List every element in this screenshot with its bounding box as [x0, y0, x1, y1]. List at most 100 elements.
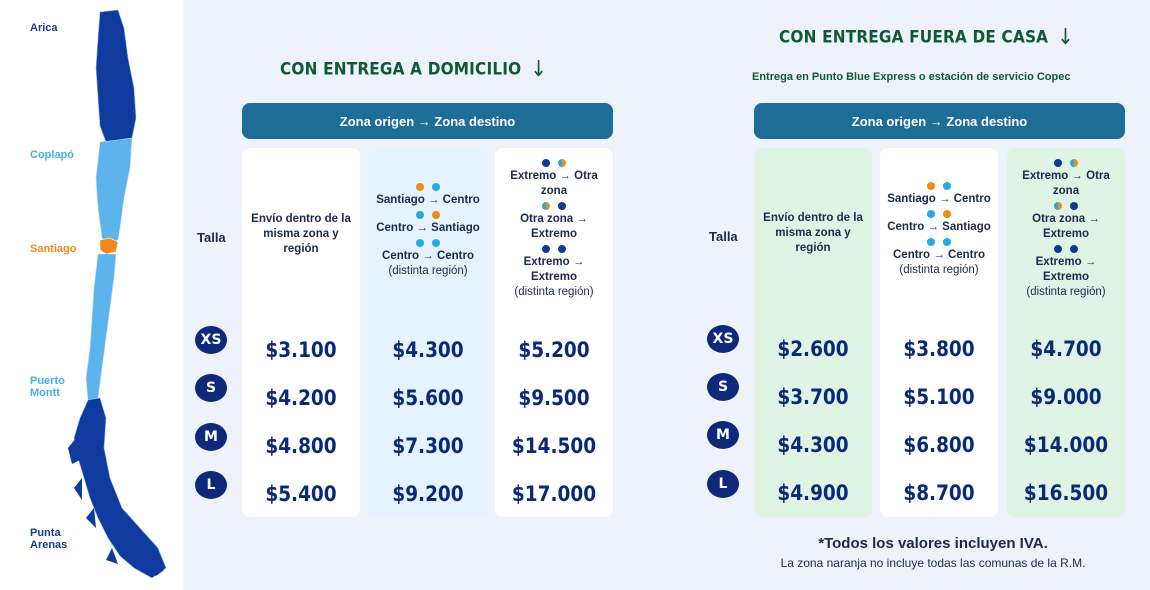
desc-line: Extremo — [1042, 271, 1090, 283]
price-cell: $5.400 — [265, 482, 337, 506]
size-badge-m: M — [707, 421, 739, 449]
orange-zone-dot-icon — [943, 210, 951, 218]
orange-zone-dot-icon — [432, 211, 440, 219]
fuera-title: CON ENTREGA FUERA DE CASA ↓ — [779, 25, 1074, 50]
domicilio-column-santiago-centro: Santiago → Centro Centro → Santiago Cent… — [369, 148, 487, 517]
desc-line: Extremo → Otra — [510, 170, 598, 182]
light-zone-dot-icon — [432, 239, 440, 247]
desc-line: (distinta región) — [899, 264, 979, 276]
price-cell: $5.600 — [392, 386, 464, 410]
size-badge-m: M — [195, 423, 227, 451]
map-label-santiago: Santiago — [30, 243, 77, 255]
column-description: Extremo → Otra zona Otra zona → Extremo … — [1007, 156, 1125, 300]
desc-line: Extremo → Otra — [1022, 170, 1110, 182]
price-cell: $16.500 — [1023, 481, 1109, 505]
map-label-arica: Arica — [30, 22, 58, 34]
column-description: Envío dentro de la misma zona y región — [754, 211, 872, 256]
desc-line: región — [283, 243, 319, 255]
light-zone-dot-icon — [416, 239, 424, 247]
size-badge-s: S — [707, 373, 739, 401]
price-cell: $3.100 — [265, 338, 337, 362]
fuera-column-santiago-centro: Santiago → Centro Centro → Santiago Cent… — [880, 148, 998, 517]
price-cell: $9.000 — [1030, 385, 1102, 409]
price-cell: $7.300 — [392, 434, 464, 458]
column-description: Santiago → Centro Centro → Santiago Cent… — [880, 179, 998, 278]
map-region-center — [95, 137, 133, 245]
desc-line: Centro → Santiago — [887, 221, 991, 233]
fuera-column-same-zone: Envío dentro de la misma zona y región $… — [754, 148, 872, 517]
price-cell: $5.200 — [518, 338, 590, 362]
fuera-zone-header: Zona origen → Zona destino — [754, 103, 1125, 139]
map-region-central-south — [85, 253, 117, 401]
desc-line: Santiago → Centro — [887, 193, 991, 205]
chile-map — [68, 9, 167, 579]
light-zone-dot-icon — [943, 238, 951, 246]
desc-line: Centro → Santiago — [376, 222, 480, 234]
desc-line: Otra zona → — [1032, 213, 1100, 225]
mixed-zone-dot-icon — [542, 202, 550, 210]
size-badge-s: S — [195, 374, 227, 402]
column-description: Extremo → Otra zona Otra zona → Extremo … — [495, 156, 613, 300]
price-cell: $4.800 — [265, 434, 337, 458]
desc-line: región — [795, 242, 831, 254]
footnote-iva: *Todos los valores incluyen IVA. — [818, 535, 1048, 552]
price-cell: $4.200 — [265, 386, 337, 410]
size-badge-l: L — [195, 471, 227, 499]
price-cell: $14.000 — [1023, 433, 1109, 457]
mixed-zone-dot-icon — [558, 159, 566, 167]
size-badge-l: L — [707, 470, 739, 498]
navy-zone-dot-icon — [558, 202, 566, 210]
light-zone-dot-icon — [927, 238, 935, 246]
domicilio-column-extremo: Extremo → Otra zona Otra zona → Extremo … — [495, 148, 613, 517]
desc-line: zona — [540, 185, 568, 197]
fuera-column-extremo: Extremo → Otra zona Otra zona → Extremo … — [1007, 148, 1125, 517]
desc-line: zona — [1052, 185, 1080, 197]
arrow-down-icon: ↓ — [1057, 25, 1074, 50]
arrow-down-icon: ↓ — [530, 57, 548, 82]
desc-line: Extremo → — [1035, 256, 1097, 268]
price-cell: $17.000 — [511, 482, 597, 506]
chile-map-panel: Arica Coplapó Santiago Puerto Montt Punt… — [0, 0, 183, 590]
fuera-title-text: CON ENTREGA FUERA DE CASA — [779, 27, 1049, 48]
desc-line: Envío dentro de la — [763, 212, 863, 224]
price-cell: $9.500 — [518, 386, 590, 410]
desc-line: Otra zona → — [520, 213, 588, 225]
desc-line: Santiago → Centro — [376, 194, 480, 206]
desc-line: misma zona y — [775, 227, 851, 239]
column-description: Envío dentro de la misma zona y región — [242, 212, 360, 257]
light-zone-dot-icon — [416, 211, 424, 219]
domicilio-title-text: CON ENTREGA A DOMICILIO — [280, 59, 522, 80]
desc-line: (distinta región) — [388, 265, 468, 277]
navy-zone-dot-icon — [1070, 245, 1078, 253]
domicilio-title: CON ENTREGA A DOMICILIO ↓ — [280, 57, 547, 82]
map-region-south — [73, 397, 167, 579]
price-cell: $9.200 — [392, 482, 464, 506]
map-islands — [68, 438, 164, 576]
map-label-punta-arenas: Punta Arenas — [30, 527, 68, 551]
navy-zone-dot-icon — [542, 159, 550, 167]
footnote-orange-zone: La zona naranja no incluye todas las com… — [780, 556, 1086, 570]
fuera-talla-label: Talla — [709, 229, 738, 244]
navy-zone-dot-icon — [1054, 159, 1062, 167]
desc-line: Envío dentro de la — [251, 213, 351, 225]
price-cell: $14.500 — [511, 434, 597, 458]
column-description: Santiago → Centro Centro → Santiago Cent… — [369, 180, 487, 279]
light-zone-dot-icon — [927, 210, 935, 218]
domicilio-talla-label: Talla — [197, 230, 226, 245]
domicilio-zone-header: Zona origen → Zona destino — [242, 103, 613, 139]
mixed-zone-dot-icon — [1054, 202, 1062, 210]
mixed-zone-dot-icon — [1070, 159, 1078, 167]
price-cell: $2.600 — [777, 337, 849, 361]
map-label-puerto-montt: Puerto Montt — [30, 375, 65, 399]
price-cell: $3.700 — [777, 385, 849, 409]
light-zone-dot-icon — [432, 183, 440, 191]
price-cell: $4.300 — [777, 433, 849, 457]
desc-line: misma zona y — [263, 228, 339, 240]
price-cell: $4.700 — [1030, 337, 1102, 361]
price-cell: $5.100 — [903, 385, 975, 409]
navy-zone-dot-icon — [558, 245, 566, 253]
footnote: *Todos los valores incluyen IVA. La zona… — [742, 535, 1124, 570]
domicilio-column-same-zone: Envío dentro de la misma zona y región $… — [242, 148, 360, 517]
desc-line: Extremo — [530, 271, 578, 283]
desc-line: Extremo — [1042, 228, 1090, 240]
